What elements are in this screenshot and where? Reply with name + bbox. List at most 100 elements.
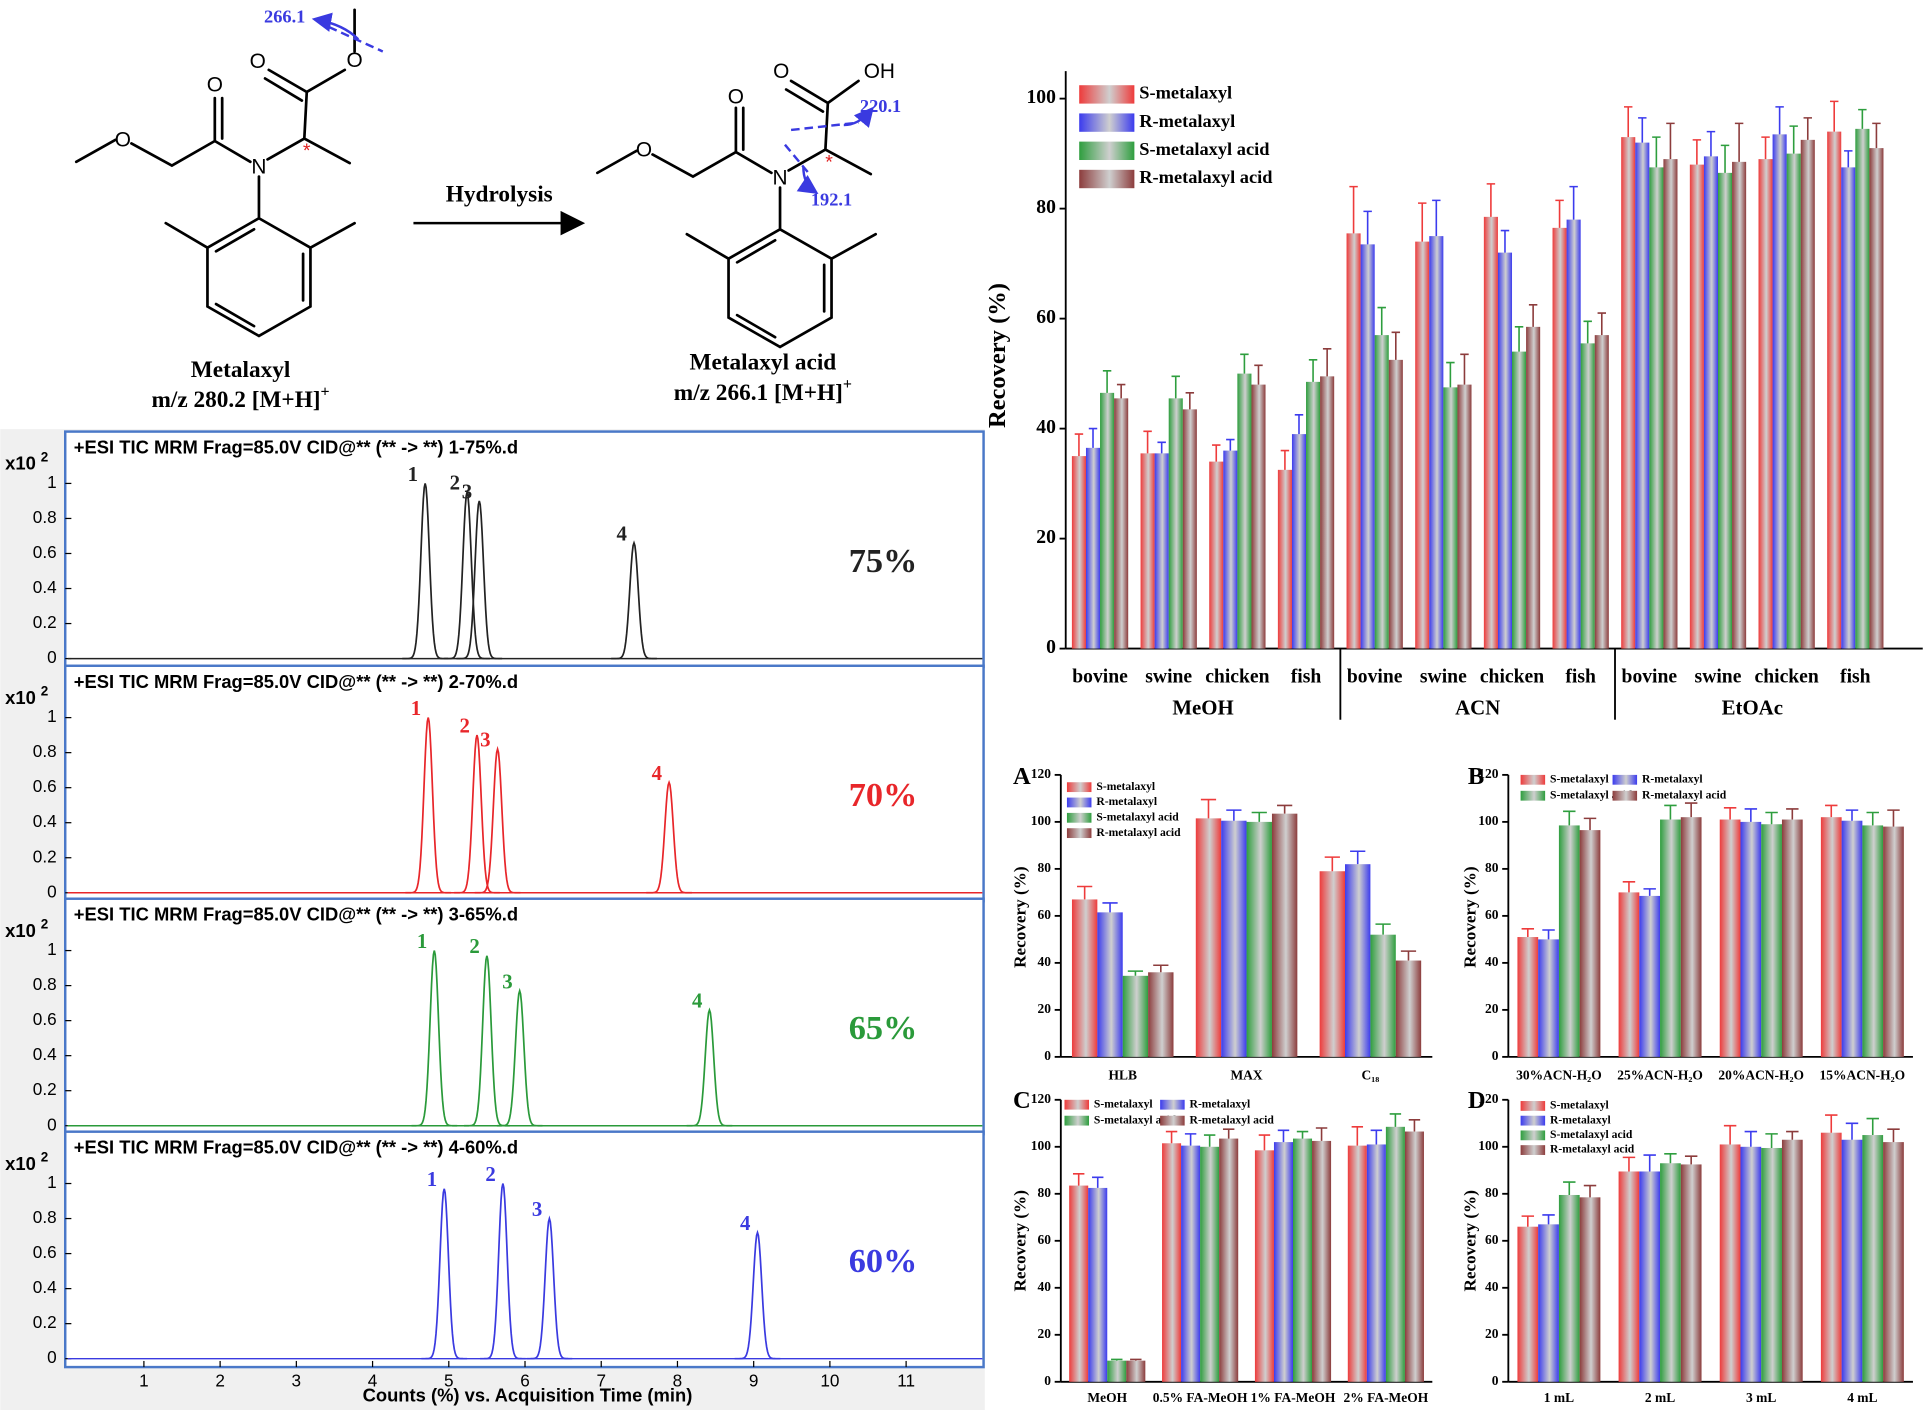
- bar: [1457, 384, 1472, 649]
- bar: [1594, 335, 1609, 649]
- legend-swatch: [1160, 1115, 1185, 1126]
- error-bar: [1744, 808, 1758, 822]
- legend-swatch: [1079, 85, 1135, 104]
- bar: [1182, 409, 1197, 649]
- x-tick-label: fish: [1565, 667, 1596, 688]
- error-bar: [1203, 1134, 1216, 1147]
- error-bar: [1734, 122, 1744, 162]
- bar: [1820, 817, 1842, 1057]
- error-bar: [1744, 1130, 1758, 1147]
- y-tick-label: 120: [1031, 1091, 1051, 1106]
- peak-label: 1: [408, 462, 418, 486]
- bar: [1347, 1145, 1367, 1382]
- bar: [1538, 939, 1559, 1057]
- atom-label: O: [728, 86, 744, 109]
- legend-swatch: [1520, 1130, 1546, 1141]
- bar: [1306, 381, 1321, 649]
- peak-label: 3: [480, 728, 490, 752]
- bar: [1097, 912, 1123, 1057]
- bar: [1195, 818, 1222, 1057]
- y-scale-exponent: 2: [41, 449, 48, 464]
- y-tick-label: 100: [1031, 813, 1051, 828]
- bar: [1237, 373, 1252, 649]
- x-tick-label: 4: [368, 1370, 378, 1390]
- bar: [1273, 1142, 1294, 1382]
- bar: [1621, 137, 1636, 649]
- bar: [1649, 167, 1664, 649]
- error-bar: [1363, 210, 1372, 245]
- peak: [734, 1229, 781, 1360]
- error-bar: [1563, 810, 1576, 826]
- error-bar: [1157, 441, 1166, 454]
- y-tick-label: 0.8: [33, 1207, 57, 1227]
- x-tick-label: 30%ACN-H₂O: [1516, 1068, 1602, 1083]
- legend-label: R-metalaxyl acid: [1550, 1143, 1635, 1156]
- bar: [1209, 461, 1224, 649]
- error-bar: [1858, 108, 1867, 129]
- bar: [1800, 139, 1815, 649]
- y-tick-label: 0.4: [33, 1277, 57, 1297]
- legend-label: S-metalaxyl: [1096, 780, 1156, 793]
- bar: [1088, 1187, 1108, 1382]
- error-bar: [1077, 885, 1093, 900]
- error-bar: [1528, 304, 1538, 327]
- error-bar: [1153, 964, 1169, 973]
- peak: [686, 1007, 733, 1127]
- annotation: 60%: [849, 1242, 918, 1280]
- y-tick-label: 0.2: [33, 612, 57, 632]
- error-bar: [1184, 1133, 1197, 1146]
- legend-swatch: [1079, 141, 1135, 161]
- legend-label: R-metalaxyl: [1190, 1097, 1251, 1110]
- charge: +: [843, 376, 852, 393]
- x-tick-label: 0.5% FA-MeOH: [1153, 1390, 1248, 1405]
- bar: [1841, 820, 1863, 1057]
- compound-formula: m/z 280.2 [M+H]+: [151, 383, 329, 413]
- group-label: EtOAc: [1722, 696, 1783, 720]
- fragment-label: 192.1: [811, 189, 852, 209]
- peak-label: 3: [502, 969, 512, 993]
- x-tick-label: chicken: [1205, 667, 1269, 688]
- bar: [1293, 1138, 1313, 1382]
- error-bar: [1072, 1173, 1085, 1186]
- bar: [1366, 1144, 1386, 1382]
- error-bar: [1212, 444, 1221, 462]
- bar: [1345, 864, 1371, 1057]
- fragment-label: 266.1: [264, 7, 305, 27]
- peak: [444, 491, 490, 660]
- y-tick-label: 40: [1036, 417, 1056, 438]
- bar: [1841, 167, 1856, 649]
- peak: [456, 500, 503, 660]
- error-bar: [1786, 808, 1799, 820]
- panel-label: D: [1468, 1087, 1486, 1114]
- peak: [405, 717, 452, 894]
- bar: [1862, 825, 1884, 1057]
- x-tick-label: 2% FA-MeOH: [1344, 1390, 1429, 1405]
- bar: [1761, 1147, 1782, 1382]
- y-tick-label: 80: [1038, 860, 1052, 875]
- y-tick-label: 0: [1492, 1373, 1499, 1388]
- bar: [1740, 821, 1762, 1057]
- y-tick-label: 0.6: [33, 1009, 57, 1029]
- error-bar: [1887, 809, 1900, 827]
- atom-label: O: [636, 138, 652, 161]
- error-bar: [1723, 806, 1737, 820]
- error-bar: [1111, 1358, 1123, 1361]
- annotation: 70%: [849, 776, 918, 814]
- atom-label: O: [346, 49, 362, 72]
- error-bar: [1370, 1129, 1383, 1145]
- bar: [1291, 434, 1307, 649]
- error-bar: [1226, 438, 1235, 451]
- bar: [1758, 159, 1773, 649]
- y-tick-label: 0.2: [33, 1312, 57, 1332]
- error-bar: [1102, 902, 1118, 913]
- legend-swatch: [1160, 1099, 1185, 1110]
- bar: [1122, 975, 1149, 1057]
- legend-swatch: [1612, 774, 1638, 785]
- error-bar: [1514, 326, 1524, 352]
- peak-label: 1: [417, 929, 427, 953]
- y-axis-label: Recovery (%): [1460, 1190, 1479, 1291]
- x-tick-label: C₁₈: [1361, 1068, 1379, 1083]
- bar: [1221, 820, 1247, 1057]
- y-scale-label: x10 2: [5, 1149, 48, 1174]
- atom-label: N: [251, 155, 266, 178]
